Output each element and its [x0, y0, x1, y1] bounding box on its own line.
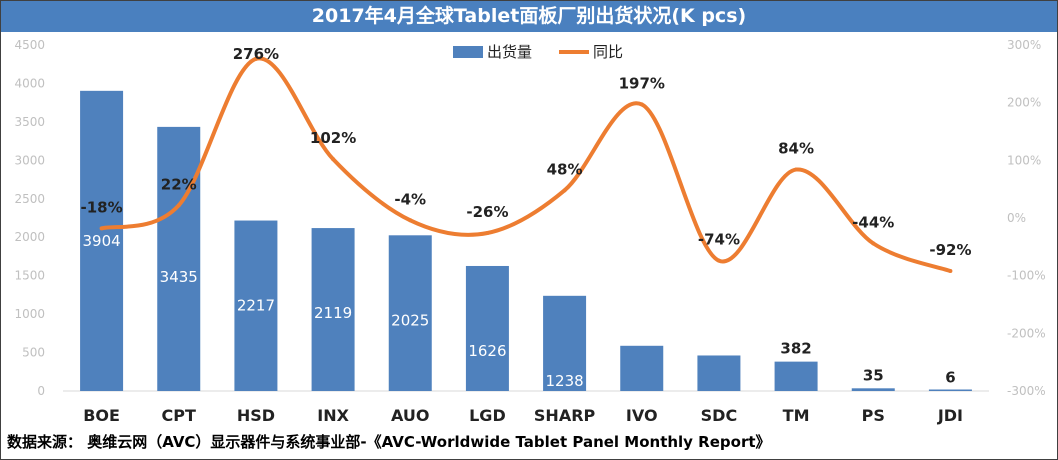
bar-value-label: 1238	[545, 372, 583, 390]
bar-value-label: 588	[627, 422, 656, 431]
y-left-tick-label: 4500	[14, 38, 45, 52]
bar	[234, 220, 278, 391]
yoy-point	[331, 157, 336, 162]
bar	[157, 126, 201, 392]
x-tick-label: INX	[317, 406, 349, 425]
bar	[311, 228, 355, 391]
bar-value-label: 6	[945, 369, 955, 387]
y-left-tick-label: 2000	[14, 230, 45, 244]
source-note: 数据来源： 奥维云网（AVC）显示器件与系统事业部-《AVC-Worldwide…	[7, 433, 771, 451]
bar-value-label: 3435	[160, 268, 198, 286]
yoy-value-label: 22%	[161, 175, 197, 193]
bar-value-label: 35	[863, 366, 884, 384]
yoy-point	[253, 56, 258, 61]
y-right-tick-label: -100%	[1007, 269, 1046, 283]
yoy-value-label: -26%	[466, 203, 508, 221]
bar-value-label: 2119	[314, 304, 352, 322]
x-tick-label: LGD	[469, 406, 506, 425]
y-right-tick-label: -200%	[1007, 326, 1046, 340]
yoy-value-label: -44%	[852, 213, 894, 231]
y-right-tick-label: 0%	[1007, 211, 1026, 225]
yoy-point	[794, 167, 799, 172]
bar	[620, 345, 664, 391]
bar	[697, 355, 741, 391]
bar	[465, 265, 509, 391]
yoy-point	[99, 226, 104, 231]
y-left-tick-label: 4000	[14, 76, 45, 90]
bar-value-label: 2217	[237, 297, 275, 315]
x-tick-label: JDI	[937, 406, 963, 425]
x-tick-label: HSD	[237, 406, 275, 425]
y-right-tick-label: 300%	[1007, 38, 1041, 52]
bar-value-label: 2025	[391, 311, 429, 329]
yoy-value-label: 84%	[778, 140, 814, 158]
chart-canvas: 0 500 1000 1500 2000 2500 3000 3500 4000 4500 -300…	[14, 38, 1046, 431]
x-tick-label: TM	[783, 406, 810, 425]
yoy-point	[562, 188, 567, 193]
x-tick-label: SDC	[701, 406, 738, 425]
bar	[851, 388, 895, 391]
bar	[80, 90, 124, 391]
y-left-tick-label: 3000	[14, 153, 45, 167]
yoy-point	[176, 203, 181, 208]
yoy-value-label: -4%	[394, 190, 426, 208]
chart-title: 2017年4月全球Tablet面板厂别出货状况(K pcs)	[1, 1, 1057, 32]
bar	[774, 361, 818, 391]
x-tick-label: PS	[862, 406, 885, 425]
bar-value-label: 382	[780, 340, 811, 358]
yoy-value-label: 276%	[233, 45, 279, 63]
x-tick-label: AUO	[391, 406, 429, 425]
bar	[388, 235, 432, 391]
yoy-point	[871, 241, 876, 246]
yoy-line	[101, 56, 952, 273]
yoy-value-label: 197%	[619, 74, 665, 92]
yoy-point	[408, 218, 413, 223]
yoy-point	[716, 258, 721, 263]
yoy-value-label: -18%	[81, 198, 123, 216]
yoy-point	[639, 102, 644, 107]
bar	[543, 295, 587, 391]
legend-label-bar: 出货量	[487, 43, 532, 61]
y-right-tick-label: -300%	[1007, 384, 1046, 398]
yoy-point	[948, 269, 953, 274]
legend-label-line: 同比	[593, 43, 623, 61]
bar-value-label: 3904	[82, 232, 120, 250]
yoy-value-label: -92%	[929, 241, 971, 259]
y-left-tick-label: 2500	[14, 192, 45, 206]
y-left-tick-label: 1500	[14, 269, 45, 283]
bar	[928, 389, 972, 391]
yoy-value-label: 102%	[310, 129, 356, 147]
legend-swatch-bar	[453, 46, 483, 58]
yoy-value-label: -74%	[698, 231, 740, 249]
y-right-tick-label: 100%	[1007, 153, 1041, 167]
y-left-tick-label: 0	[37, 384, 45, 398]
y-right-tick-label: 200%	[1007, 96, 1041, 110]
x-tick-label: SHARP	[534, 406, 596, 425]
x-tick-label: IVO	[626, 406, 658, 425]
y-left-tick-label: 500	[22, 346, 45, 360]
y-left-tick-label: 3500	[14, 115, 45, 129]
yoy-point	[485, 230, 490, 235]
yoy-value-label: 48%	[547, 160, 583, 178]
x-tick-label: BOE	[83, 406, 120, 425]
x-tick-label: CPT	[162, 406, 196, 425]
bar-value-label: 1626	[468, 342, 506, 360]
y-left-tick-label: 1000	[14, 307, 45, 321]
